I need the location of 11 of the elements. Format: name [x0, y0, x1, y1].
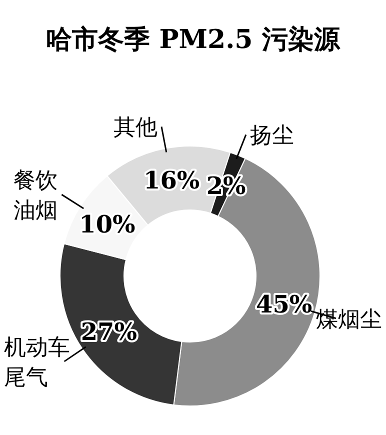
data-label: 45% [256, 289, 312, 318]
data-label: 10% [79, 209, 136, 238]
slice-label: 其他 [114, 116, 158, 141]
data-label: 16% [144, 166, 200, 195]
chart-title: 哈市冬季 PM2.5 污染源 [46, 25, 341, 55]
slice-label: 扬尘 [250, 124, 294, 149]
slice-label: 餐饮油烟 [14, 168, 58, 224]
slice-label: 煤烟尘 [316, 307, 382, 332]
slice-label: 机动车尾气 [4, 335, 70, 390]
data-label: 27% [80, 317, 138, 346]
data-label: 2% [206, 170, 246, 200]
